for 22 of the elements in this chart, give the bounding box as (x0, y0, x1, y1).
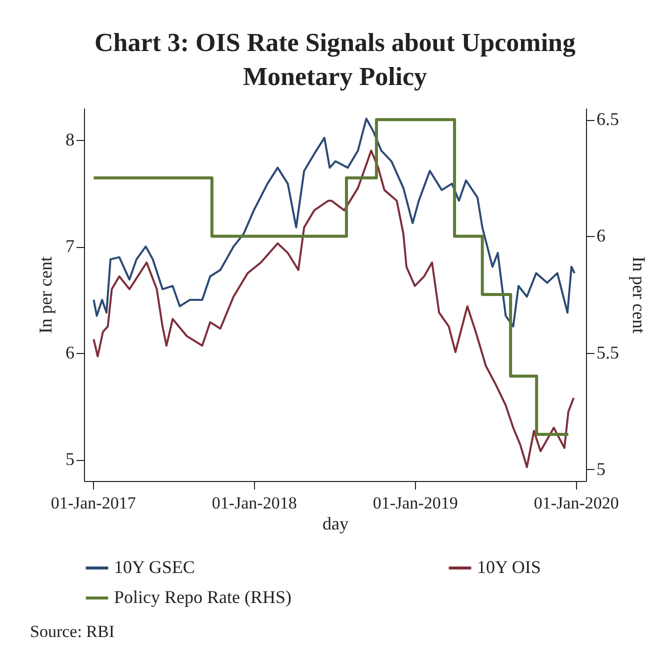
line-series (92, 118, 576, 328)
y-tick-label: 7 (66, 236, 74, 256)
y-tick-label: 6 (66, 342, 74, 363)
y-tick-label: 5 (66, 449, 74, 470)
chart-title: Chart 3: OIS Rate Signals about Upcoming Monetary Policy (94, 28, 576, 91)
legend-label: Policy Repo Rate (RHS) (114, 587, 292, 607)
y2-tick-label: 6 (596, 226, 606, 246)
y-tick-label: 8 (66, 129, 74, 150)
y2-tick-label: 6.5 (596, 109, 619, 130)
x-tick-label: 01-Jan-2019 (372, 494, 458, 512)
y-axis-title: In per cent (36, 256, 56, 334)
source-note: Source: RBI (30, 622, 115, 642)
y2-axis-title: In per cent (629, 256, 649, 334)
x-tick-label: 01-Jan-2017 (50, 494, 136, 512)
line-series (92, 150, 575, 468)
x-tick-label: 01-Jan-2020 (534, 494, 619, 512)
y2-tick-label: 5.5 (596, 342, 619, 362)
x-tick-label: 01-Jan-2018 (212, 494, 297, 512)
x-axis-title: day (322, 514, 348, 534)
legend-label: 10Y GSEC (114, 557, 195, 577)
y2-tick-label: 5 (596, 458, 606, 479)
legend-label: 10Y OIS (477, 557, 541, 577)
